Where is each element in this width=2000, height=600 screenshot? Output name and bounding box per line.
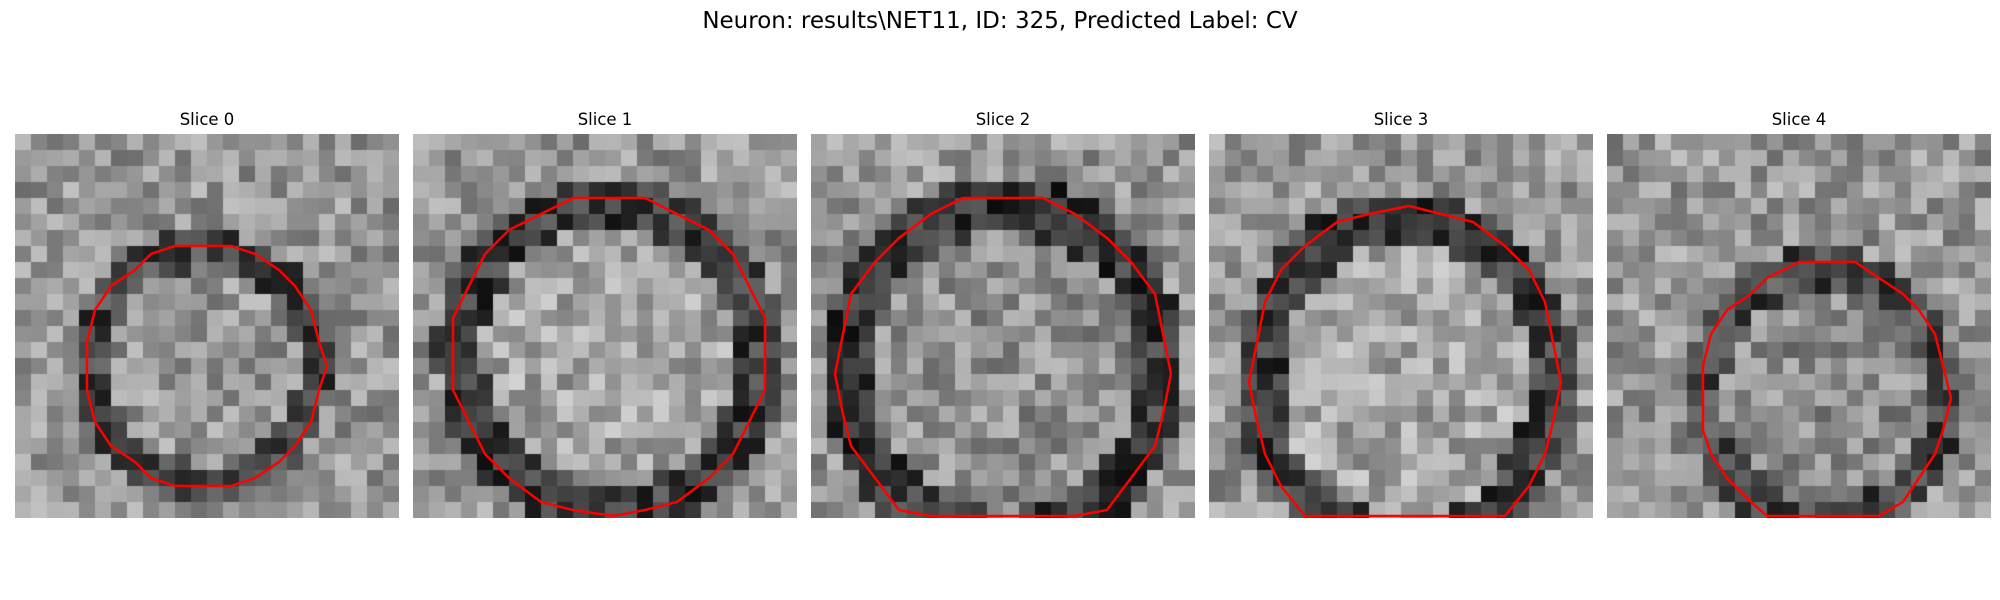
- slice-image-4: [1607, 134, 1991, 518]
- contour-outline: [1701, 260, 1953, 518]
- contour-outline: [833, 196, 1173, 518]
- slice-panel-1: Slice 1: [413, 108, 797, 518]
- contour-outline: [1247, 204, 1563, 518]
- slice-panel-3: Slice 3: [1209, 108, 1593, 518]
- neuron-contour-4: [1701, 260, 1953, 518]
- figure-title: Neuron: results\NET11, ID: 325, Predicte…: [702, 8, 1298, 34]
- neuron-contour-1: [451, 196, 767, 518]
- neuron-contour-0: [85, 244, 329, 488]
- contour-outline: [451, 196, 767, 518]
- slice-image-3: [1209, 134, 1593, 518]
- slice-image-0: [15, 134, 399, 518]
- slice-panel-0: Slice 0: [15, 108, 399, 518]
- slice-title-1: Slice 1: [577, 110, 633, 129]
- slice-title-4: Slice 4: [1771, 110, 1827, 129]
- slice-title-0: Slice 0: [179, 110, 235, 129]
- slice-title-3: Slice 3: [1373, 110, 1429, 129]
- slice-panel-2: Slice 2: [811, 108, 1195, 518]
- slice-panel-4: Slice 4: [1607, 108, 1991, 518]
- slice-title-2: Slice 2: [975, 110, 1031, 129]
- neuron-contour-2: [833, 196, 1173, 518]
- neuron-contour-3: [1247, 204, 1563, 518]
- contour-outline: [85, 244, 329, 488]
